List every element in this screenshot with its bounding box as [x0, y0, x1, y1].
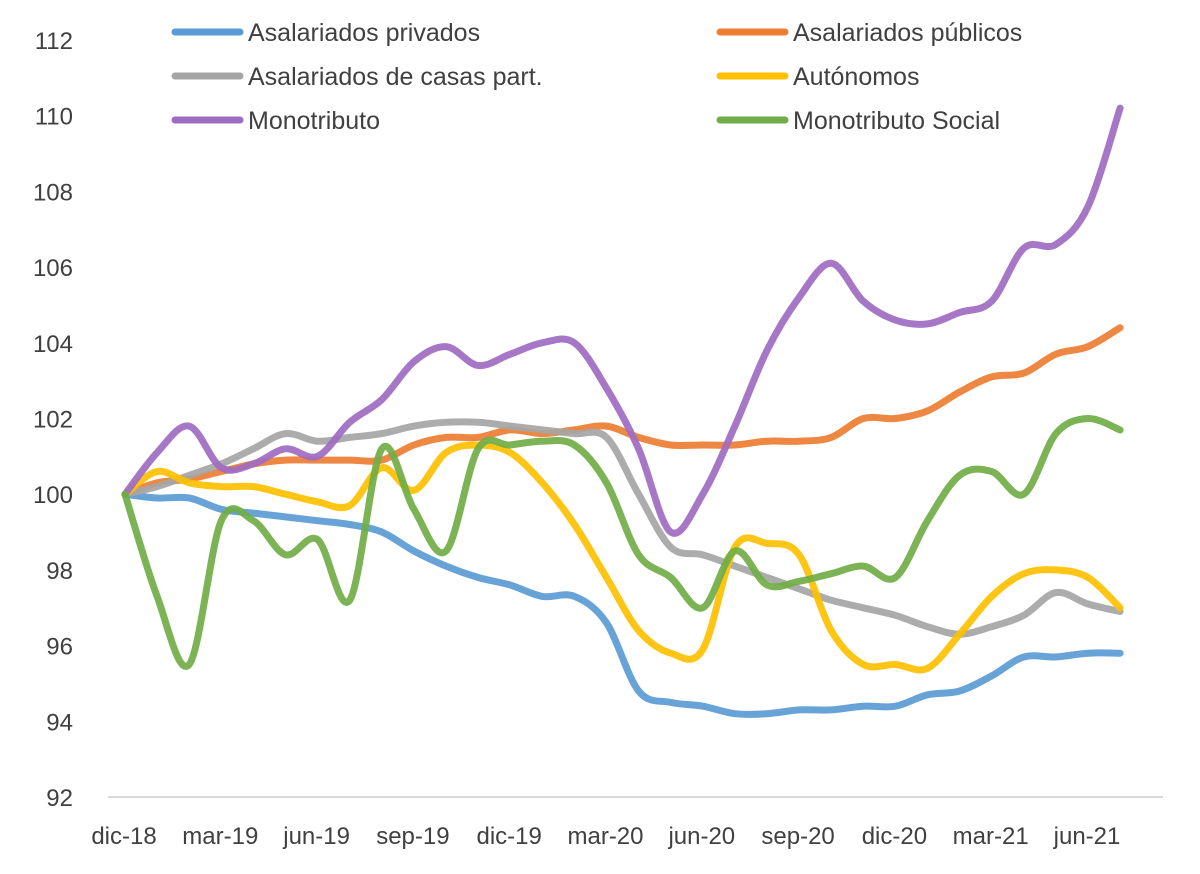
x-tick-label: mar-21 — [953, 823, 1029, 850]
y-tick-label: 106 — [33, 255, 73, 282]
series-lines — [121, 104, 1124, 718]
legend-item-asalariados-publicos: Asalariados públicos — [716, 19, 1022, 47]
y-tick-label: 96 — [46, 634, 73, 661]
y-tick-label: 102 — [33, 407, 73, 434]
x-tick-label: dic-18 — [91, 823, 156, 850]
legend-item-monotributo: Monotributo — [171, 107, 380, 135]
y-tick-label: 108 — [33, 179, 73, 206]
legend-label: Autónomos — [793, 63, 919, 91]
series-line-asalariados-privados — [121, 490, 1124, 718]
legend-label: Asalariados de casas part. — [248, 63, 543, 91]
legend: Asalariados privados Asalariados públicos… — [171, 19, 1022, 135]
series-line-asalariados-publicos — [121, 324, 1124, 498]
legend-label: Asalariados públicos — [793, 19, 1022, 47]
legend-label: Asalariados privados — [248, 19, 480, 47]
legend-item-monotributo-social: Monotributo Social — [716, 107, 1000, 135]
legend-label: Monotributo — [248, 107, 380, 135]
series-line-monotributo-social — [121, 415, 1124, 670]
y-tick-label: 92 — [46, 785, 73, 812]
x-tick-label: dic-20 — [862, 823, 927, 850]
y-tick-label: 94 — [46, 709, 73, 736]
y-tick-label: 110 — [35, 104, 73, 131]
x-tick-label: jun-19 — [282, 823, 350, 850]
x-tick-label: mar-20 — [567, 823, 643, 850]
legend-item-asalariados-de-casas-part: Asalariados de casas part. — [171, 63, 543, 91]
x-tick-label: sep-20 — [761, 823, 834, 850]
legend-item-autonomos: Autónomos — [716, 63, 919, 91]
y-tick-label: 104 — [33, 331, 73, 358]
x-tick-label: jun-20 — [667, 823, 735, 850]
y-tick-label: 98 — [46, 558, 73, 585]
x-tick-label: jun-21 — [1053, 823, 1121, 850]
series-line-monotributo — [121, 104, 1124, 537]
legend-item-asalariados-privados: Asalariados privados — [171, 19, 480, 47]
x-axis: dic-18 mar-19 jun-19 sep-19 dic-19 mar-20 jun-… — [91, 823, 1120, 850]
x-tick-label: sep-19 — [376, 823, 449, 850]
x-tick-label: dic-19 — [477, 823, 542, 850]
x-tick-label: mar-19 — [182, 823, 258, 850]
legend-label: Monotributo Social — [793, 107, 1000, 135]
y-tick-label: 112 — [35, 28, 73, 55]
y-tick-label: 100 — [33, 482, 73, 509]
series-line-autonomos — [121, 441, 1124, 674]
y-axis: 92 94 96 98 100 102 104 106 108 110 112 — [33, 28, 73, 812]
